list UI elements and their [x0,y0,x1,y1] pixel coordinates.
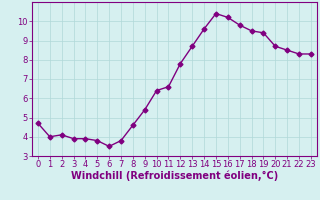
X-axis label: Windchill (Refroidissement éolien,°C): Windchill (Refroidissement éolien,°C) [71,171,278,181]
